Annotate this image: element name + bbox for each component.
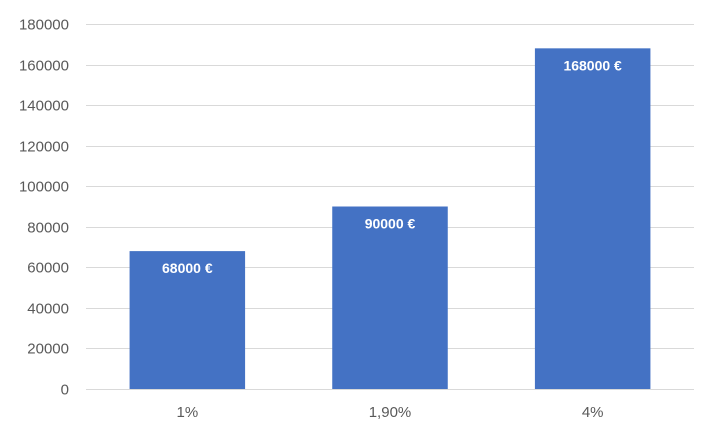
y-tick-label: 0 bbox=[61, 382, 69, 399]
y-tick-label: 60000 bbox=[27, 260, 69, 277]
x-tick-label: 4% bbox=[582, 404, 604, 421]
y-tick-label: 100000 bbox=[19, 179, 69, 196]
bar bbox=[129, 251, 246, 389]
y-tick-label: 120000 bbox=[19, 139, 69, 156]
bar bbox=[534, 48, 651, 389]
y-axis-tick-labels: 0 20000 40000 60000 80000 100000 120000 140000 1… bbox=[19, 17, 69, 399]
bar bbox=[332, 206, 448, 389]
x-tick-label: 1% bbox=[176, 404, 198, 421]
y-tick-label: 20000 bbox=[27, 341, 69, 358]
bar-data-label: 68000 € bbox=[162, 260, 213, 276]
x-axis-tick-labels: 1% 1,90% 4% bbox=[176, 404, 603, 421]
bars bbox=[129, 48, 651, 389]
y-tick-label: 40000 bbox=[27, 301, 69, 318]
y-tick-label: 80000 bbox=[27, 220, 69, 237]
y-tick-label: 140000 bbox=[19, 98, 69, 115]
y-tick-label: 180000 bbox=[19, 17, 69, 34]
bar-data-labels: 68000 € 90000 € 168000 € bbox=[162, 57, 622, 276]
y-tick-label: 160000 bbox=[19, 58, 69, 75]
x-tick-label: 1,90% bbox=[369, 404, 412, 421]
bar-data-label: 90000 € bbox=[365, 216, 416, 232]
bar-data-label: 168000 € bbox=[563, 57, 622, 73]
